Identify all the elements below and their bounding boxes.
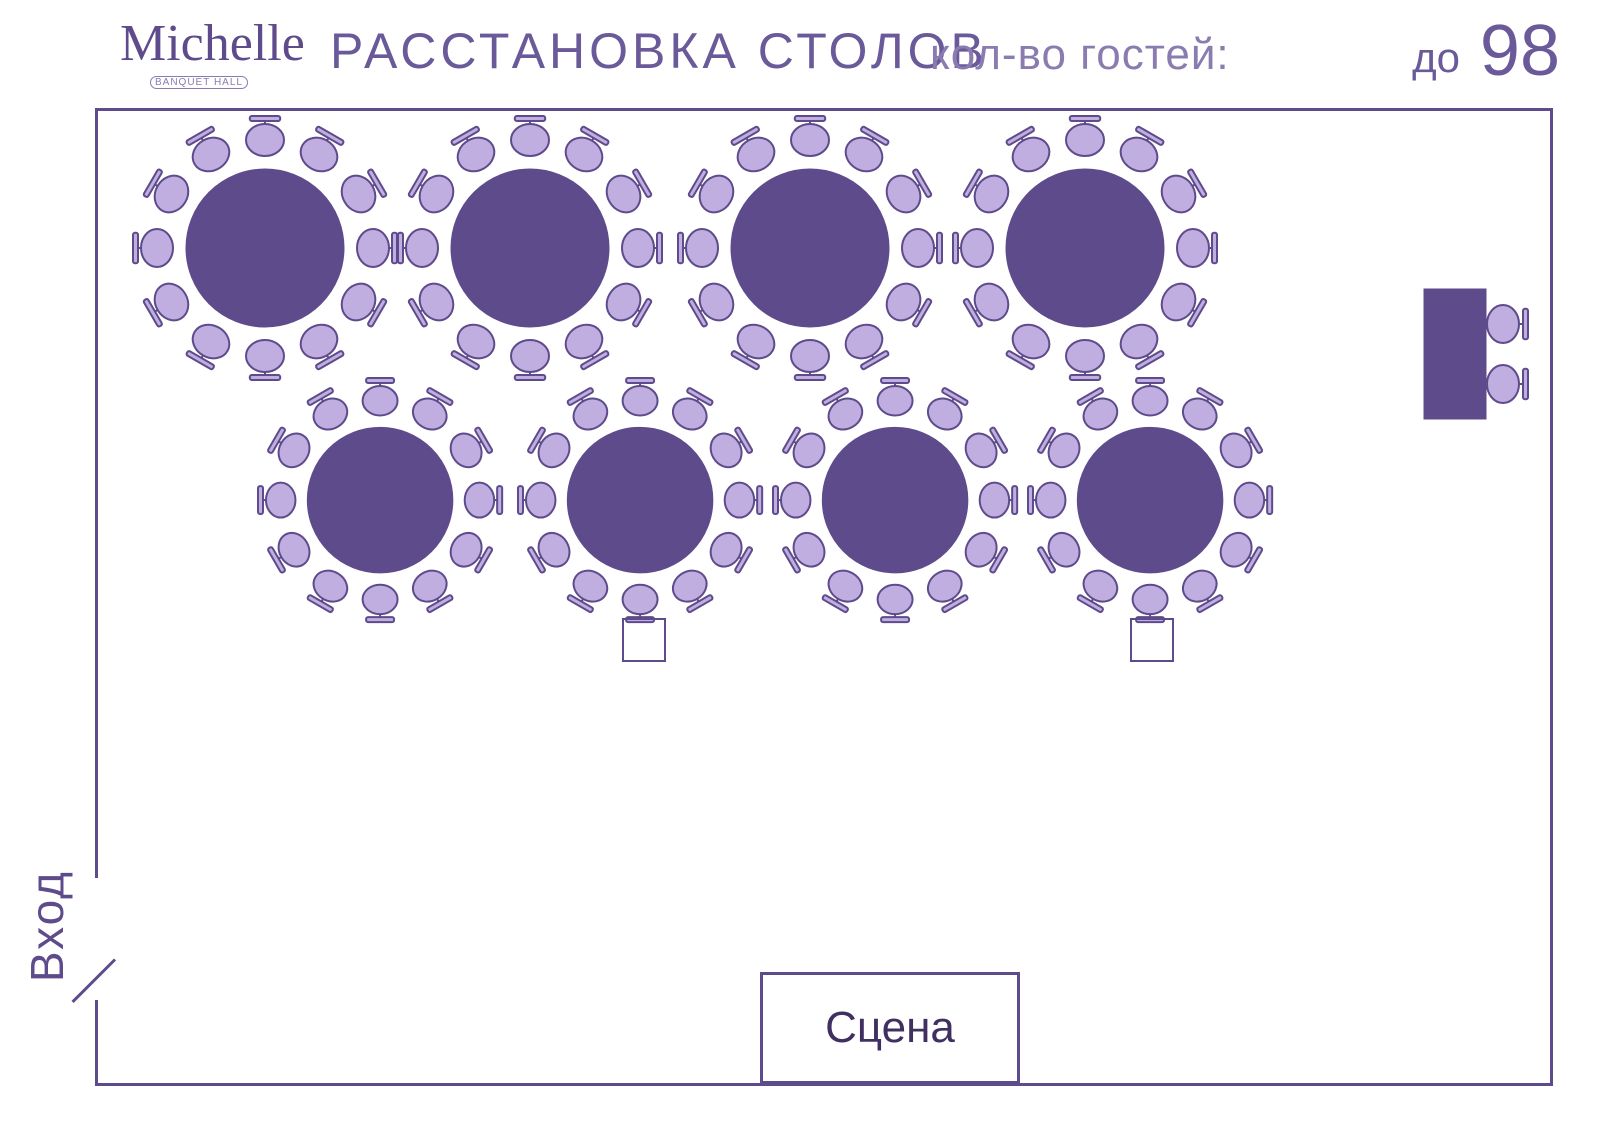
round-table [1022, 372, 1278, 628]
floor-plan: Michelle BANQUET HALL РАССТАНОВКА СТОЛОВ… [0, 0, 1600, 1131]
floor-marker [622, 618, 666, 662]
page-title: РАССТАНОВКА СТОЛОВ [330, 22, 988, 80]
round-table [947, 110, 1223, 386]
round-table [767, 372, 1023, 628]
logo-subtitle: BANQUET HALL [150, 76, 248, 89]
logo: Michelle [120, 18, 305, 70]
round-table [672, 110, 948, 386]
guests-prefix: до [1412, 34, 1460, 82]
round-table [252, 372, 508, 628]
head-table [1415, 280, 1595, 488]
round-table [392, 110, 668, 386]
stage: Сцена [760, 972, 1020, 1084]
round-table [127, 110, 403, 386]
wall-left-top [95, 108, 98, 878]
round-table [512, 372, 768, 628]
floor-marker [1130, 618, 1174, 662]
guests-label: кол-во гостей: [930, 30, 1230, 80]
entrance-label: Вход [20, 870, 74, 982]
guests-number: 98 [1480, 10, 1560, 92]
wall-left-bottom [95, 1000, 98, 1086]
stage-label: Сцена [825, 1003, 955, 1053]
